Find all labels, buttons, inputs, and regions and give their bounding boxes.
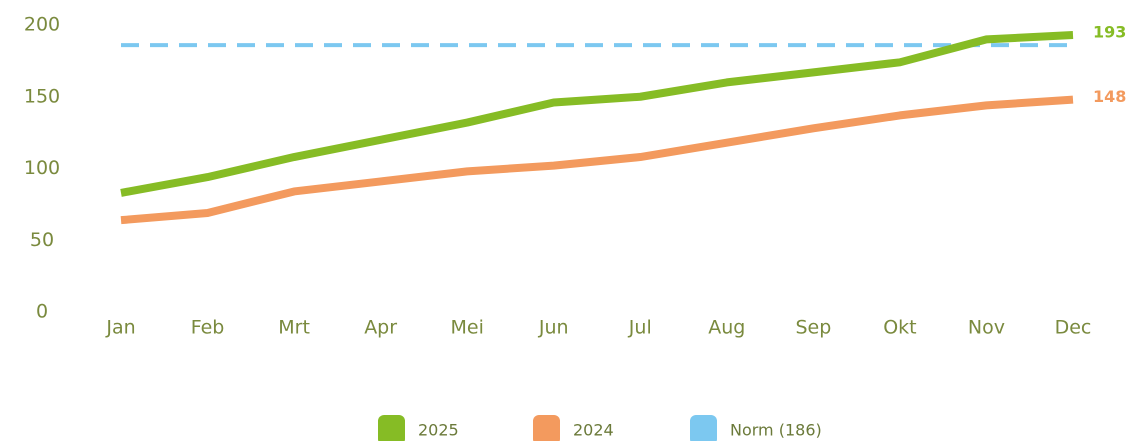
y-tick-label: 150 <box>24 85 60 107</box>
legend-swatch <box>378 415 405 441</box>
series-line <box>120 31 1074 197</box>
x-tick-label: Aug <box>708 317 745 339</box>
x-tick-label: Feb <box>191 317 225 339</box>
y-tick-label: 50 <box>30 229 54 251</box>
series-line <box>120 95 1074 225</box>
legend-label: 2024 <box>573 421 614 440</box>
x-tick-label: Dec <box>1055 317 1092 339</box>
y-tick-label: 200 <box>24 14 60 36</box>
x-tick-label: Mrt <box>278 317 310 339</box>
x-tick-label: Apr <box>364 317 397 339</box>
end-label: 148 <box>1093 87 1126 106</box>
legend-label: 2025 <box>418 421 459 440</box>
x-tick-label: Jul <box>628 317 652 339</box>
end-label: 193 <box>1093 23 1126 42</box>
x-tick-label: Sep <box>795 317 831 339</box>
x-tick-label: Mei <box>450 317 483 339</box>
x-tick-label: Jun <box>538 317 569 339</box>
x-tick-label: Nov <box>968 317 1005 339</box>
y-tick-label: 0 <box>36 301 48 323</box>
legend-label: Norm (186) <box>730 421 822 440</box>
legend-swatch <box>690 415 717 441</box>
y-tick-label: 100 <box>24 157 60 179</box>
x-tick-label: Okt <box>883 317 916 339</box>
legend-swatch <box>533 415 560 441</box>
x-tick-label: Jan <box>105 317 135 339</box>
